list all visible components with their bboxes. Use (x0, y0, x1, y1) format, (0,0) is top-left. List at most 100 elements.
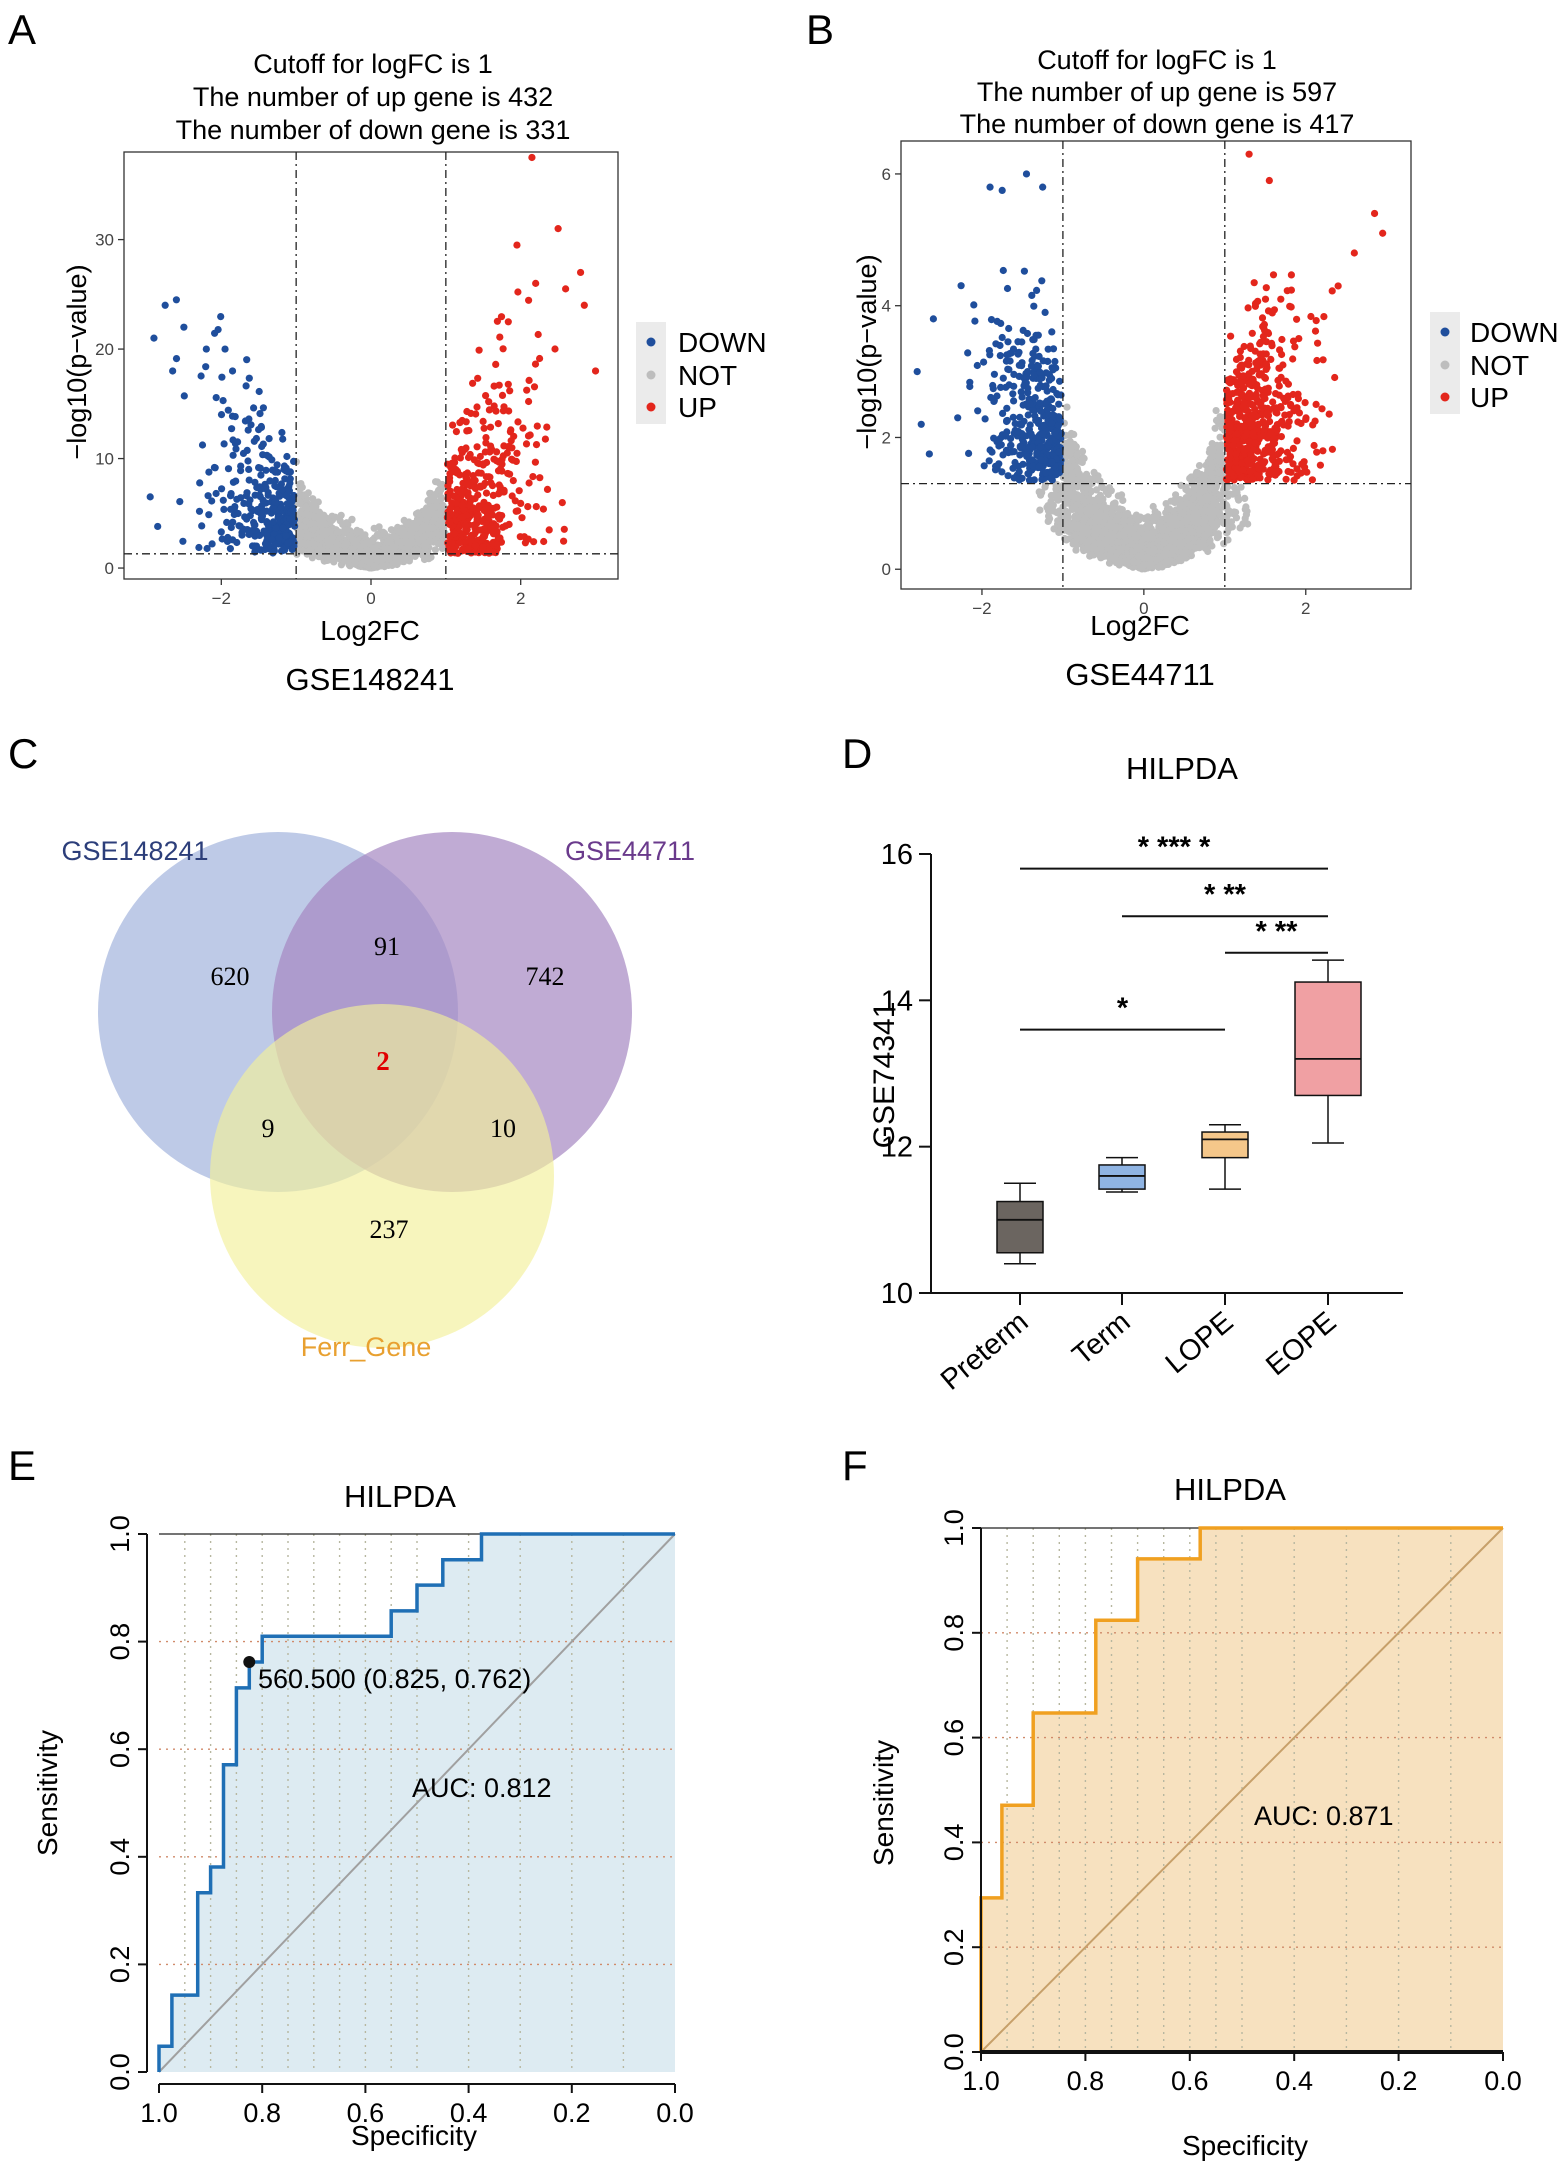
legend-a-up: UP (678, 392, 717, 423)
volcano-point-down (259, 496, 267, 504)
volcano-point-not (400, 554, 408, 563)
volcano-point-up (445, 532, 454, 541)
volcano-point-not (296, 485, 304, 493)
volcano-point-down (290, 457, 298, 465)
volcano-point-down (280, 544, 288, 552)
volcano-point-not (297, 480, 305, 488)
volcano-point-up (520, 533, 528, 541)
volcano-point-down (226, 545, 234, 553)
volcano-point-not (426, 537, 434, 545)
volcano-point-down (271, 498, 279, 506)
volcano-point-not (345, 555, 353, 564)
volcano-point-down (233, 538, 241, 547)
volcano-point-up (490, 455, 498, 463)
volcano-point-up (484, 512, 492, 520)
volcano-point-up (472, 542, 480, 550)
volcano-point-not (1244, 520, 1252, 528)
volcano-point-down (264, 491, 272, 499)
volcano-point-down (243, 356, 251, 364)
volcano-point-up (489, 491, 497, 499)
volcano-point-down (198, 522, 206, 530)
volcano-point-down (247, 421, 255, 429)
volcano-point-up (448, 499, 456, 507)
panel-letter-b: B (806, 6, 834, 53)
volcano-point-up (543, 423, 551, 431)
volcano-point-up (514, 288, 522, 296)
volcano-point-not (371, 548, 379, 556)
volcano-point-down (243, 446, 251, 454)
volcano-point-up (495, 381, 503, 389)
volcano-point-up (499, 345, 507, 353)
volcano-point-up (512, 507, 520, 515)
volcano-point-up (532, 441, 541, 449)
volcano-point-down (231, 503, 239, 511)
volcano-point-up (528, 153, 536, 162)
volcano-point-down (243, 515, 251, 523)
volcano-point-down (277, 485, 285, 493)
volcano-point-down (219, 496, 227, 504)
volcano-point-up (513, 241, 521, 249)
volcano-point-down (195, 543, 203, 552)
volcano-point-down (271, 476, 279, 485)
volcano-point-not (1120, 512, 1129, 520)
volcano-point-not (1212, 416, 1221, 424)
volcano-point-up (507, 426, 515, 434)
volcano-point-down (285, 487, 293, 495)
volcano-point-not (392, 534, 400, 542)
volcano-point-up (532, 279, 540, 287)
volcano-point-down (220, 505, 228, 513)
volcano-point-not (435, 531, 443, 539)
volcano-point-not (323, 537, 331, 545)
volcano-point-down (161, 301, 169, 309)
volcano-point-up (531, 458, 540, 466)
volcano-point-not (1105, 484, 1113, 492)
volcano-point-down (255, 387, 263, 396)
volcano-point-not (403, 538, 411, 546)
volcano-point-not (304, 510, 312, 519)
volcano-point-down (228, 367, 237, 375)
volcano-point-up (500, 486, 508, 494)
volcano-point-down (266, 477, 274, 485)
volcano-point-up (473, 443, 481, 451)
volcano-a-title-line-2: The number of up gene is 432 (193, 82, 553, 112)
volcano-point-down (249, 507, 257, 515)
volcano-point-down (245, 476, 253, 484)
volcano-point-up (482, 392, 490, 400)
volcano-point-up (539, 505, 548, 513)
volcano-b-title-line-3: The number of down gene is 417 (960, 109, 1355, 139)
volcano-point-up (463, 474, 471, 482)
volcano-point-up (484, 501, 492, 509)
volcano-point-up (446, 518, 454, 527)
volcano-point-up (482, 489, 491, 497)
volcano-point-not (353, 528, 361, 537)
volcano-point-down (180, 323, 188, 331)
volcano-point-down (218, 485, 226, 493)
volcano-point-down (229, 518, 237, 526)
volcano-point-up (449, 421, 457, 429)
volcano-point-down (279, 524, 287, 532)
volcano-point-not (370, 562, 378, 570)
volcano-point-up (502, 522, 510, 530)
volcano-point-not (1036, 506, 1044, 514)
volcano-point-up (464, 545, 472, 553)
volcano-point-down (271, 541, 279, 549)
volcano-point-up (474, 469, 483, 477)
volcano-point-up (506, 387, 514, 395)
volcano-point-up (487, 445, 496, 453)
volcano-point-down (204, 492, 212, 500)
volcano-point-down (231, 413, 239, 421)
volcano-point-up (480, 424, 488, 432)
volcano-point-up (493, 317, 501, 325)
volcano-point-up (470, 521, 478, 529)
volcano-point-up (505, 407, 513, 415)
volcano-point-not (438, 538, 446, 546)
volcano-point-down (277, 503, 285, 512)
volcano-point-up (530, 383, 539, 391)
volcano-point-not (1241, 494, 1249, 502)
volcano-point-up (541, 435, 550, 443)
volcano-point-down (212, 489, 220, 498)
volcano-point-up (580, 301, 588, 309)
volcano-point-up (533, 422, 541, 430)
volcano-point-not (329, 556, 338, 564)
